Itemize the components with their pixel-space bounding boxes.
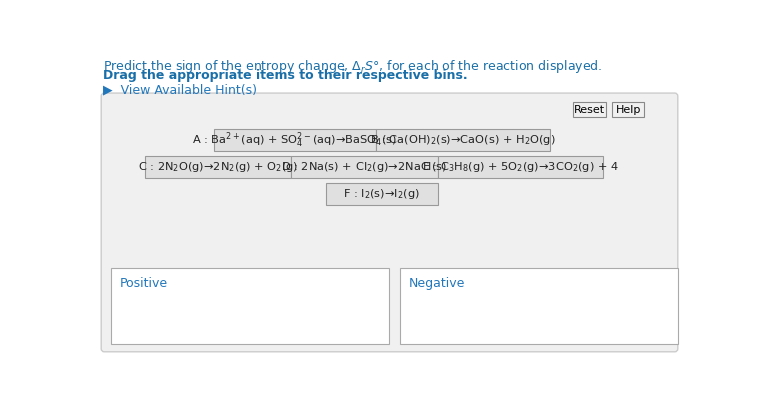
FancyBboxPatch shape [612,102,644,117]
Text: Negative: Negative [409,277,465,290]
FancyBboxPatch shape [291,156,438,178]
FancyBboxPatch shape [110,268,388,344]
Text: ▶  View Available Hint(s): ▶ View Available Hint(s) [103,83,257,96]
FancyBboxPatch shape [214,129,376,151]
FancyBboxPatch shape [326,183,438,205]
Text: B : Ca(OH)$_2$(s)→CaO(s) + H$_2$O(g): B : Ca(OH)$_2$(s)→CaO(s) + H$_2$O(g) [370,133,556,147]
FancyBboxPatch shape [438,156,603,178]
Text: Reset: Reset [574,105,605,115]
FancyBboxPatch shape [144,156,291,178]
Text: E : C$_3$H$_8$(g) + 5O$_2$(g)→3CO$_2$(g) + 4: E : C$_3$H$_8$(g) + 5O$_2$(g)→3CO$_2$(g)… [422,160,619,174]
FancyBboxPatch shape [573,102,606,117]
FancyBboxPatch shape [101,93,678,352]
Text: Predict the sign of the entropy change, $\Delta_r S°$, for each of the reaction : Predict the sign of the entropy change, … [103,58,602,75]
Text: Positive: Positive [120,277,168,290]
Text: F : I$_2$(s)→I$_2$(g): F : I$_2$(s)→I$_2$(g) [344,187,420,201]
Text: C : 2N$_2$O(g)→2N$_2$(g) + O$_2$(g): C : 2N$_2$O(g)→2N$_2$(g) + O$_2$(g) [138,160,298,174]
Text: D : 2Na(s) + Cl$_2$(g)→2NaCl(s): D : 2Na(s) + Cl$_2$(g)→2NaCl(s) [281,160,448,174]
Text: Help: Help [616,105,641,115]
FancyBboxPatch shape [400,268,678,344]
Text: A : Ba$^{2+}$(aq) + SO$_4^{2-}$(aq)→BaSO$_4$(s): A : Ba$^{2+}$(aq) + SO$_4^{2-}$(aq)→BaSO… [192,130,397,150]
Text: Drag the appropriate items to their respective bins.: Drag the appropriate items to their resp… [103,69,467,82]
FancyBboxPatch shape [376,129,549,151]
